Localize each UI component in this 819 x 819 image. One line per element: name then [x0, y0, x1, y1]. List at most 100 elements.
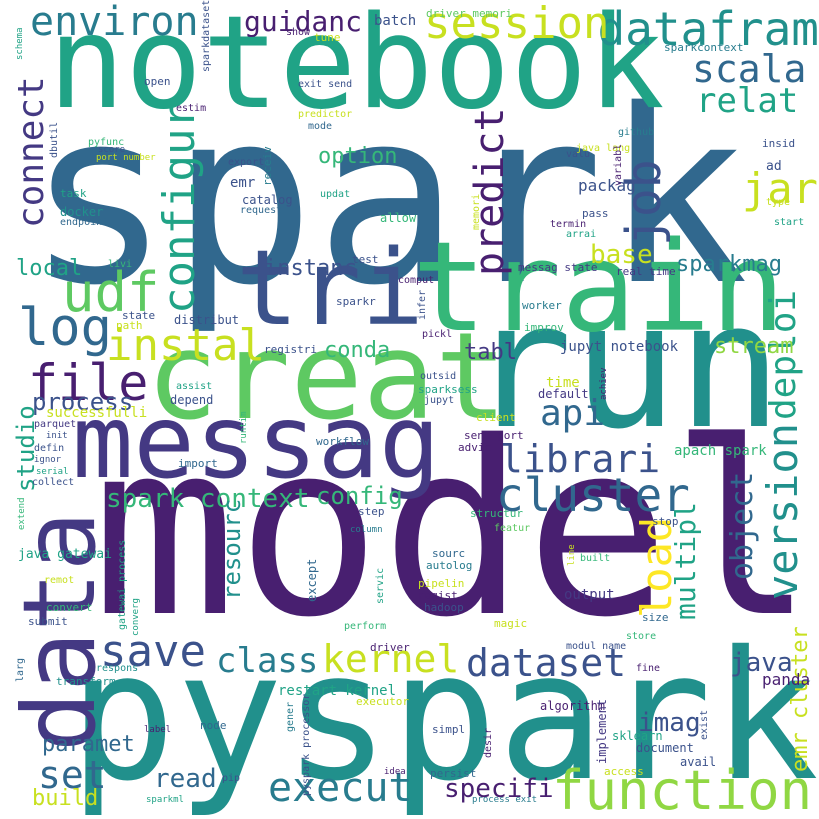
word-document: document	[636, 741, 694, 755]
word-worker: worker	[522, 299, 562, 312]
word-catalog: catalog	[242, 193, 293, 207]
word-imag: imag	[638, 708, 701, 738]
word-spark: spark	[26, 58, 749, 338]
word-larg: larg	[15, 657, 26, 682]
word-jar: jar	[742, 164, 818, 213]
word-score: score	[98, 145, 126, 155]
word-base: base	[590, 240, 653, 270]
word-exist: exist	[699, 709, 710, 740]
word-open: open	[144, 75, 171, 88]
word-tri: tri	[236, 227, 424, 349]
word-defin: defin	[34, 443, 65, 454]
word-export: export	[228, 157, 265, 168]
word-class: class	[216, 641, 319, 681]
word-access: access	[604, 765, 644, 778]
word-pyfunc: pyfunc	[88, 137, 125, 148]
word-config: config	[316, 482, 403, 510]
word-fine: fine	[636, 663, 661, 674]
word-sparkcontext: sparkcontext	[664, 41, 744, 54]
word-resourc: resourc	[218, 498, 246, 600]
word-load: load	[632, 516, 681, 618]
word-function: function	[552, 759, 813, 819]
word-line: line	[567, 544, 577, 566]
word-sparkdataset: sparkdataset	[201, 0, 212, 73]
word-kernel: kernel	[322, 637, 460, 681]
word-extend: extend	[17, 497, 27, 530]
word-datafram: datafram	[597, 2, 819, 56]
word-valu: valu	[566, 149, 591, 160]
word-file: file	[28, 354, 149, 412]
word-log: log	[18, 298, 112, 358]
word-process: process	[32, 388, 134, 416]
word-idea: idea	[384, 767, 406, 777]
word-driver-memori: driver memori	[426, 7, 513, 20]
word-sourc: sourc	[432, 547, 466, 560]
word-read: read	[154, 764, 217, 794]
word-built: built	[580, 553, 611, 564]
word-scala: scala	[692, 47, 807, 91]
word-import: import	[178, 457, 218, 470]
word-batch: batch	[374, 13, 417, 29]
word-predictor: predictor	[298, 109, 353, 120]
word-memori: memori	[471, 193, 482, 230]
word-messag-state: messag state	[518, 261, 598, 274]
word-submit: submit	[28, 615, 68, 628]
word-state: state	[122, 309, 156, 322]
word-implement: implement	[595, 698, 609, 764]
word-ad: ad	[766, 159, 782, 174]
word-path: path	[116, 319, 143, 332]
word-version: version	[758, 422, 807, 600]
word-executor: executor	[356, 695, 409, 708]
word-insid: insid	[762, 137, 796, 150]
word-panda: panda	[762, 670, 811, 689]
word-comput: comput	[398, 275, 435, 286]
word-livi: livi	[108, 259, 133, 270]
word-request: request	[240, 205, 283, 216]
word-ignor: ignor	[34, 455, 62, 465]
word-improv: improv	[524, 321, 564, 334]
word-spark-context: spark context	[106, 484, 310, 514]
word-driver: driver	[370, 641, 410, 654]
word-parquet: parquet	[34, 419, 77, 430]
word-node: node	[200, 719, 227, 732]
word-show: show	[286, 27, 311, 38]
word-pickl: pickl	[422, 329, 453, 340]
word-step: step	[358, 505, 385, 518]
word-real-time: real time	[616, 265, 676, 278]
word-depend: depend	[170, 393, 214, 407]
word-size: size	[642, 611, 669, 624]
word-cluster: cluster	[496, 468, 690, 522]
word-termin: termin	[550, 219, 587, 230]
word-execut: execut	[268, 765, 413, 811]
word-perform: perform	[344, 621, 387, 632]
word-desir: desir	[483, 727, 494, 758]
word-servic: servic	[375, 567, 386, 604]
word-remot: remot	[44, 575, 75, 586]
word-default: default	[538, 387, 589, 401]
word-tune: tune	[314, 31, 341, 44]
word-pyspark: pyspark	[68, 613, 819, 819]
word-output: output	[564, 587, 615, 603]
word-store: store	[626, 631, 657, 642]
word-train: train	[412, 216, 786, 360]
word-assist: assist	[176, 381, 213, 392]
word-start: start	[774, 217, 805, 228]
word-magic: magic	[494, 617, 528, 630]
word-featur: featur	[494, 523, 531, 534]
word-label: label	[144, 725, 172, 735]
word-environ: environ	[30, 0, 199, 45]
word-task: task	[60, 187, 87, 200]
word-respons: respons	[96, 663, 139, 674]
word-jupyt: jupyt	[424, 395, 455, 406]
word-creat: creat	[146, 308, 508, 447]
word-sparkmag: sparkmag	[676, 252, 782, 277]
word-simpl: simpl	[432, 723, 466, 736]
word-advic: advic	[458, 441, 492, 454]
word-infer: infer	[417, 289, 428, 320]
word-jupyt-notebook: jupyt notebook	[560, 339, 679, 355]
word-dbutil: dbutil	[49, 121, 60, 158]
word-java-lang: java lang	[576, 143, 631, 154]
word-estim: estim	[176, 103, 207, 114]
word-sklearn: sklearn	[612, 729, 663, 743]
